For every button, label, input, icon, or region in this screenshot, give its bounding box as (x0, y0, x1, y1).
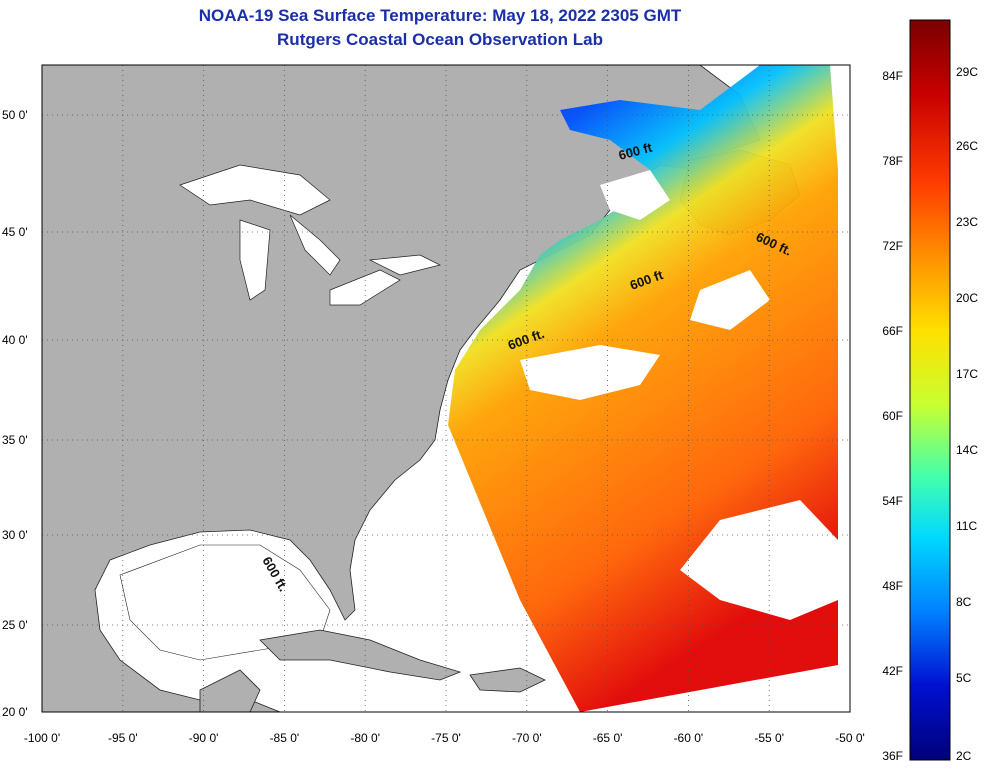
colorbar-c-label: 8C (956, 595, 972, 609)
lon-tick-label: -65 0' (593, 731, 623, 745)
colorbar-f-label: 78F (882, 154, 903, 168)
lon-tick-label: -95 0' (108, 731, 138, 745)
map-title: NOAA-19 Sea Surface Temperature: May 18,… (198, 6, 682, 25)
colorbar-c-label: 2C (956, 749, 972, 763)
yucatan-land (199, 669, 261, 712)
lat-tick-label: 50 0' (2, 108, 28, 122)
colorbar-f-label: 42F (882, 664, 903, 678)
colorbar-c-label: 20C (956, 291, 978, 305)
colorbar-c-label: 26C (956, 139, 978, 153)
colorbar-c-label: 14C (956, 443, 978, 457)
great-lakes (179, 164, 442, 306)
map-subtitle: Rutgers Coastal Ocean Observation Lab (277, 30, 603, 49)
lat-tick-label: 40 0' (2, 333, 28, 347)
map-frame (41, 64, 851, 713)
colorbar-c-label: 11C (956, 519, 977, 533)
colorbar-f-label: 54F (882, 494, 903, 508)
colorbar-c-label: 23C (956, 215, 978, 229)
lon-tick-label: -100 0' (24, 731, 60, 745)
hispaniola-land (469, 667, 546, 693)
colorbar (909, 19, 951, 761)
cuba-land (259, 629, 462, 681)
lat-tick-label: 20 0' (2, 705, 28, 719)
lon-tick-label: -85 0' (270, 731, 300, 745)
lat-tick-label: 45 0' (2, 225, 28, 239)
lon-tick-label: -50 0' (835, 731, 865, 745)
colorbar-c-label: 5C (956, 671, 972, 685)
lat-tick-label: 25 0' (2, 618, 28, 632)
colorbar-f-label: 60F (882, 409, 903, 423)
latitude-labels: 50 0' 45 0' 40 0' 35 0' 30 0' 25 0' 20 0' (2, 108, 28, 719)
longitude-labels: -100 0' -95 0' -90 0' -85 0' -80 0' -75 0' -70… (24, 731, 865, 745)
colorbar-c-label: 17C (956, 367, 978, 381)
lon-tick-label: -60 0' (674, 731, 704, 745)
colorbar-f-label: 72F (882, 239, 903, 253)
colorbar-f-label: 84F (882, 69, 903, 83)
cloud-patch (520, 170, 838, 620)
colorbar-f-label: 48F (882, 579, 903, 593)
colorbar-f-label: 66F (882, 324, 903, 338)
lon-tick-label: -80 0' (350, 731, 380, 745)
lon-tick-label: -90 0' (189, 731, 219, 745)
colorbar-fahrenheit-labels: 84F 78F 72F 66F 60F 54F 48F 42F 36F (882, 69, 903, 763)
lon-tick-label: -70 0' (512, 731, 542, 745)
lon-tick-label: -55 0' (754, 731, 784, 745)
colorbar-celsius-labels: 29C 26C 23C 20C 17C 14C 11C 8C 5C 2C (956, 65, 978, 763)
lon-tick-label: -75 0' (431, 731, 461, 745)
lat-tick-label: 30 0' (2, 528, 28, 542)
colorbar-c-label: 29C (956, 65, 978, 79)
lat-tick-label: 35 0' (2, 433, 28, 447)
colorbar-f-label: 36F (882, 749, 903, 763)
